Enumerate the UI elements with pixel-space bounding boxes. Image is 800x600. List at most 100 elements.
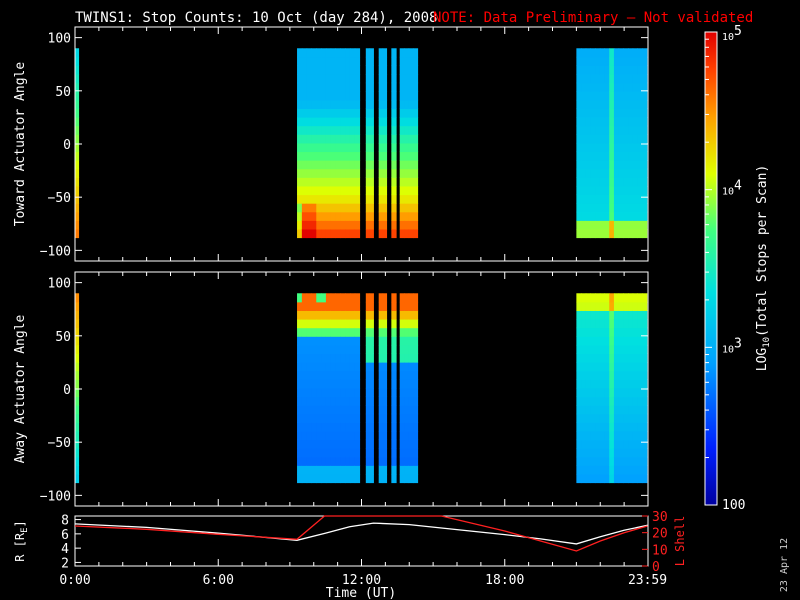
away-cell: [632, 336, 638, 346]
r-axis-label-sub: E: [20, 527, 30, 532]
away-cell: [604, 430, 610, 441]
away-cell: [316, 293, 322, 303]
away-cell: [604, 413, 610, 423]
away-cell: [75, 413, 80, 423]
away-cell: [301, 456, 308, 466]
toward-cell: [316, 185, 322, 196]
away-cell: [632, 327, 638, 337]
toward-cell: [301, 211, 308, 221]
toward-cell: [378, 228, 384, 239]
toward-cell: [618, 228, 624, 239]
toward-cell: [613, 108, 620, 118]
toward-cell: [613, 177, 620, 187]
toward-cell: [335, 117, 341, 127]
toward-cell: [311, 220, 317, 230]
away-cell: [637, 422, 643, 432]
away-cell: [590, 405, 596, 415]
toward-cell: [590, 48, 596, 58]
toward-cell: [335, 48, 341, 58]
away-cell: [604, 387, 610, 398]
away-cell: [335, 422, 341, 432]
away-cell: [599, 422, 606, 432]
away-cell: [413, 319, 419, 329]
away-cell: [369, 353, 374, 363]
toward-cell: [628, 125, 634, 135]
colorbar-label-sub: 10: [762, 337, 772, 348]
toward-cell: [330, 74, 337, 84]
away-cell: [576, 465, 582, 475]
toward-cell: [354, 125, 361, 135]
away-cell: [628, 439, 634, 449]
toward-cell: [628, 160, 634, 170]
away-cell: [618, 353, 624, 363]
toward-cell: [404, 91, 410, 101]
away-cell: [404, 344, 410, 355]
toward-cell: [604, 160, 610, 170]
toward-cell: [576, 168, 582, 178]
away-cell: [75, 430, 80, 441]
toward-cell: [618, 56, 624, 66]
away-cell: [306, 310, 312, 320]
away-cell: [321, 473, 327, 484]
toward-cell: [325, 56, 332, 66]
toward-cell: [576, 65, 582, 75]
away-cell: [413, 353, 419, 363]
away-cell: [628, 448, 634, 458]
toward-cell: [590, 177, 596, 187]
toward-cell: [306, 168, 312, 178]
away-cell: [637, 353, 643, 363]
away-cell: [321, 430, 327, 441]
away-cell: [623, 344, 629, 355]
toward-cell: [340, 91, 346, 101]
away-cell: [623, 473, 629, 484]
toward-cell: [618, 117, 624, 127]
toward-cell: [311, 168, 317, 178]
toward-cell: [637, 48, 643, 58]
toward-cell: [399, 151, 405, 161]
toward-cell: [408, 134, 414, 144]
toward-cell: [399, 48, 405, 58]
toward-cell: [576, 142, 582, 153]
away-cell: [311, 448, 317, 458]
toward-cell: [349, 177, 356, 187]
away-cell: [382, 413, 388, 423]
away-cell: [306, 448, 312, 458]
toward-cell: [581, 74, 587, 84]
toward-cell: [297, 91, 303, 101]
toward-cell: [321, 117, 327, 127]
colorbar-label-rest: (Total Stops per Scan): [755, 165, 770, 337]
toward-cell: [365, 228, 371, 239]
toward-cell: [349, 74, 356, 84]
toward-cell: [581, 177, 587, 187]
toward-cell: [628, 185, 634, 196]
toward-cell: [604, 185, 610, 196]
away-cell: [618, 473, 624, 484]
toward-cell: [632, 160, 638, 170]
away-cell: [382, 387, 388, 398]
away-cell: [340, 370, 346, 380]
away-cell: [576, 387, 582, 398]
toward-cell: [369, 160, 374, 170]
toward-cell: [297, 74, 303, 84]
toward-cell: [340, 220, 346, 230]
toward-cell: [413, 48, 419, 58]
away-cell: [391, 353, 397, 363]
away-cell: [378, 319, 384, 329]
away-cell: [354, 293, 361, 303]
away-cell: [330, 396, 337, 406]
toward-cell: [330, 228, 337, 239]
away-cell: [399, 319, 405, 329]
away-cell: [325, 439, 332, 449]
toward-cell: [609, 99, 615, 110]
toward-cell: [404, 82, 410, 92]
away-cell: [382, 465, 388, 475]
toward-cell: [325, 228, 332, 239]
away-cell: [75, 456, 80, 466]
toward-cell: [632, 134, 638, 144]
away-cell: [311, 473, 317, 484]
toward-cell: [321, 56, 327, 66]
r-axis-label-main: R [R: [13, 532, 27, 562]
toward-cell: [306, 82, 312, 92]
colorbar-tick-label: 104: [722, 179, 742, 198]
